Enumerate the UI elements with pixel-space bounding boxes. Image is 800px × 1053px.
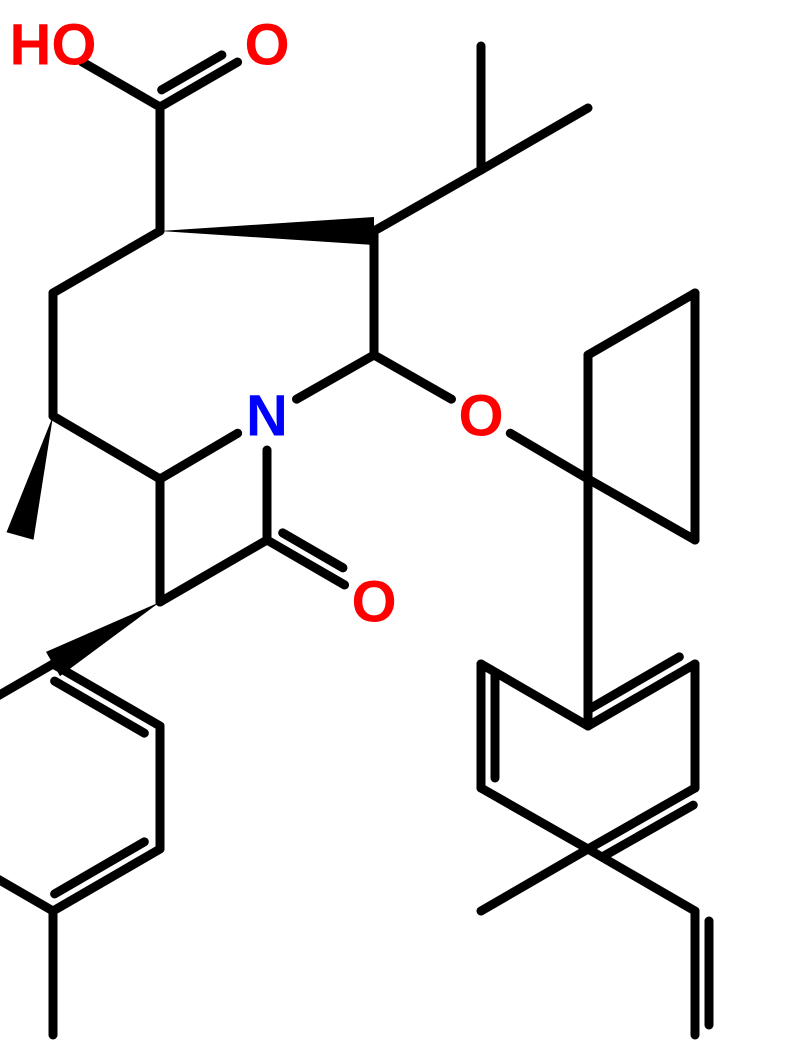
bond-wedge — [160, 217, 374, 245]
atom-label: N — [246, 384, 288, 449]
molecule-diagram: HO O N O O — [0, 0, 800, 1053]
bond — [510, 433, 588, 479]
bond — [481, 108, 588, 170]
bond — [53, 231, 160, 293]
bond — [588, 479, 695, 540]
bond-wedge — [7, 416, 53, 540]
bond — [297, 355, 374, 399]
bond — [588, 664, 695, 726]
bond — [53, 664, 160, 726]
bond — [481, 788, 588, 849]
atom-label: HO — [10, 13, 97, 78]
atom-label: O — [458, 384, 503, 449]
bond — [481, 849, 588, 911]
bond — [374, 170, 481, 231]
bond — [53, 416, 160, 479]
bond — [588, 788, 695, 849]
atom-label: O — [351, 570, 396, 635]
bond — [53, 849, 160, 911]
bond — [374, 355, 451, 399]
bond — [588, 849, 695, 911]
bond — [160, 433, 238, 479]
bond — [0, 664, 53, 726]
atom-label: O — [244, 13, 289, 78]
bond — [160, 540, 267, 602]
bond — [0, 849, 53, 911]
bond — [588, 293, 695, 355]
